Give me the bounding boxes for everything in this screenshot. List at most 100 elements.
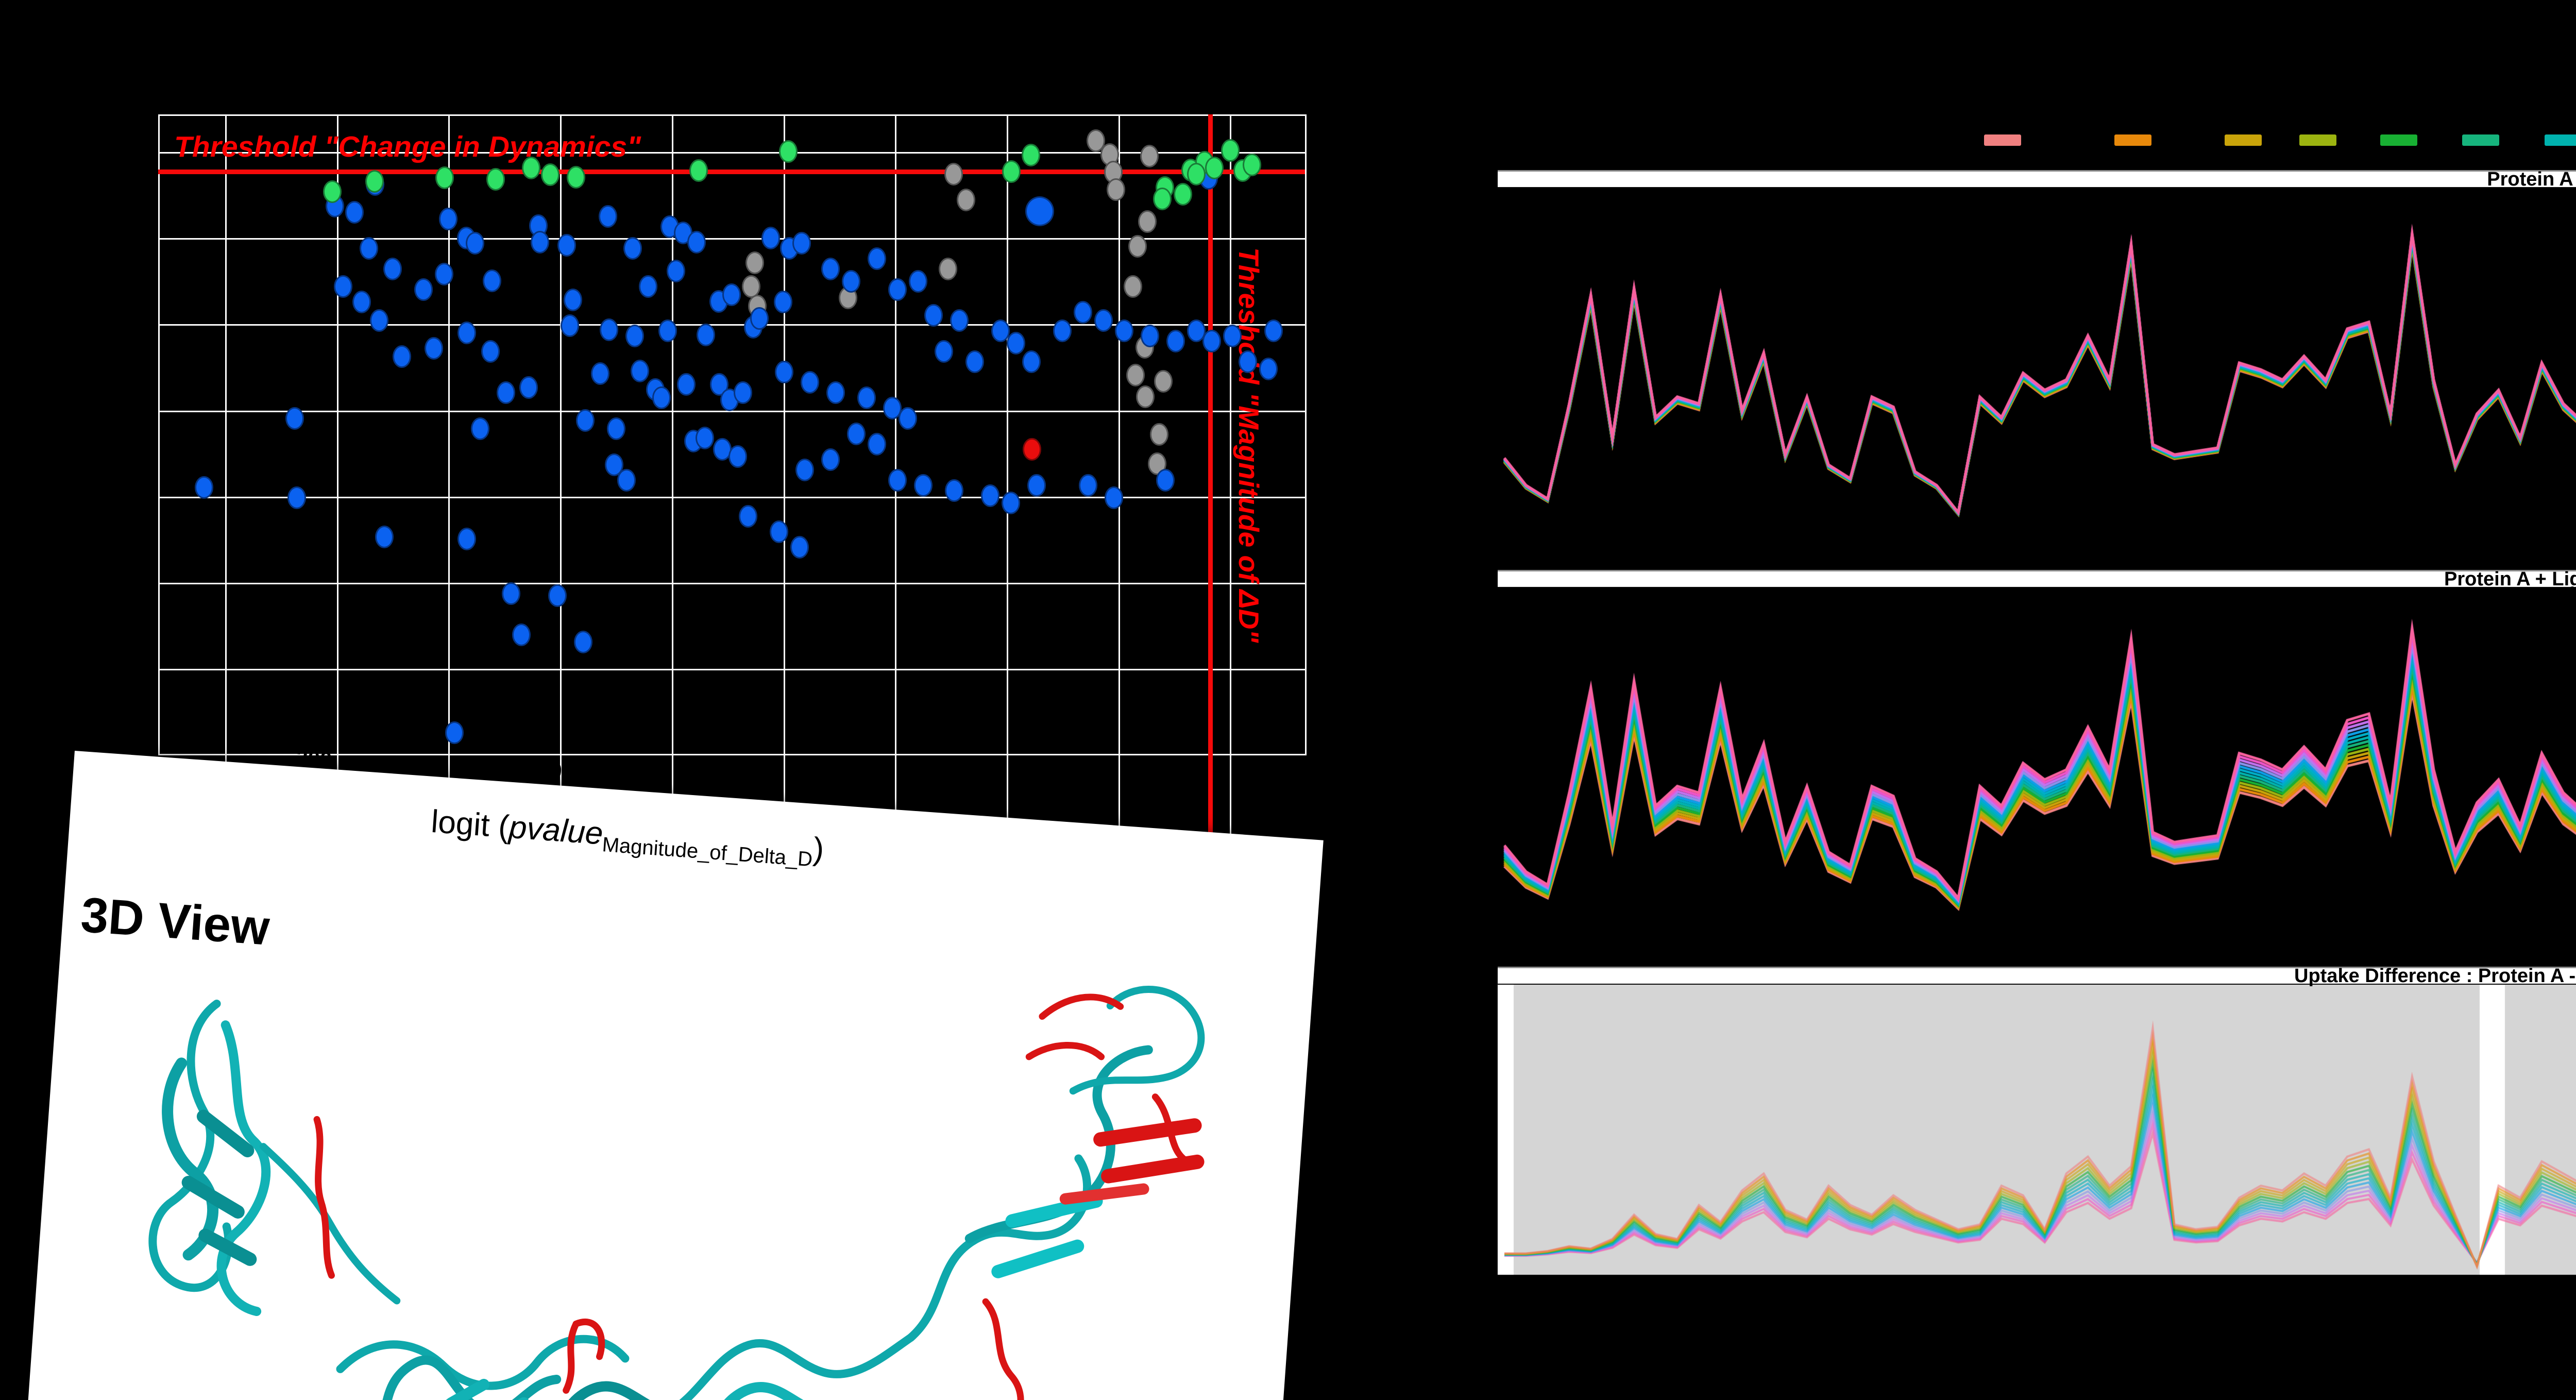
scatter-point-blue[interactable] — [1141, 325, 1159, 347]
scatter-point-gray[interactable] — [944, 163, 963, 185]
scatter-point-blue[interactable] — [557, 234, 576, 257]
scatter-point-green[interactable] — [323, 180, 342, 203]
scatter-point-blue[interactable] — [888, 469, 907, 492]
scatter-point-blue[interactable] — [696, 427, 714, 449]
scatter-point-blue[interactable] — [439, 208, 457, 230]
scatter-point-blue[interactable] — [914, 474, 933, 497]
scatter-point-gray[interactable] — [1136, 385, 1155, 408]
scatter-point-blue[interactable] — [625, 325, 644, 347]
scatter-point-blue[interactable] — [821, 258, 840, 280]
scatter-point-blue[interactable] — [1053, 319, 1072, 342]
scatter-point-blue[interactable] — [924, 304, 943, 327]
scatter-point-gray[interactable] — [1154, 370, 1173, 393]
scatter-point-blue[interactable] — [1007, 332, 1025, 355]
scatter-point-blue[interactable] — [1202, 330, 1221, 352]
scatter-point-green[interactable] — [1205, 157, 1224, 179]
scatter-point-blue[interactable] — [868, 247, 886, 270]
scatter-point-blue[interactable] — [285, 407, 304, 430]
scatter-point-green[interactable] — [1221, 139, 1240, 162]
scatter-point-blue[interactable] — [1094, 309, 1113, 332]
scatter-point-blue[interactable] — [1074, 301, 1092, 324]
scatter-point-blue[interactable] — [623, 237, 642, 260]
scatter-point-blue[interactable] — [287, 486, 306, 509]
scatter-point-gray[interactable] — [1138, 210, 1157, 233]
scatter-point-gray[interactable] — [1140, 145, 1159, 167]
scatter-point-blue[interactable] — [345, 201, 364, 224]
scatter-point-blue[interactable] — [1156, 469, 1175, 492]
scatter-point-blue[interactable] — [1187, 319, 1206, 342]
scatter-point-gray[interactable] — [1126, 364, 1145, 386]
scatter-point-blue[interactable] — [414, 278, 433, 301]
scatter-point-red[interactable] — [1023, 438, 1041, 461]
scatter-point-blue[interactable] — [576, 409, 595, 432]
scatter-point-blue[interactable] — [795, 459, 814, 481]
scatter-point-green[interactable] — [689, 159, 708, 182]
scatter-point-blue[interactable] — [687, 231, 706, 254]
scatter-point-blue[interactable] — [600, 318, 618, 341]
scatter-point-blue[interactable] — [360, 237, 378, 260]
scatter-point-blue[interactable] — [792, 232, 811, 255]
scatter-point-blue[interactable] — [1259, 358, 1278, 380]
scatter-point-blue[interactable] — [1166, 330, 1185, 352]
scatter-point-blue[interactable] — [383, 258, 402, 280]
scatter-point-green[interactable] — [435, 166, 454, 189]
scatter-point-blue[interactable] — [965, 350, 984, 373]
scatter-point-green[interactable] — [541, 163, 560, 186]
scatter-point-blue[interactable] — [658, 319, 677, 342]
scatter-point-blue[interactable] — [1079, 474, 1097, 497]
scatter-point-blue[interactable] — [652, 386, 671, 409]
scatter-point-gray[interactable] — [1124, 275, 1142, 298]
protein-ribbon-3d[interactable] — [22, 884, 1314, 1400]
scatter-point-blue[interactable] — [728, 445, 747, 468]
scatter-point-blue[interactable] — [734, 381, 752, 404]
scatter-point-gray[interactable] — [939, 258, 957, 280]
scatter-point-blue[interactable] — [483, 269, 501, 292]
scatter-point-blue[interactable] — [935, 340, 953, 363]
scatter-point-blue[interactable] — [471, 417, 489, 440]
scatter-point-blue[interactable] — [393, 345, 411, 368]
scatter-point-blue[interactable] — [502, 582, 520, 605]
scatter-point-gray[interactable] — [745, 251, 764, 274]
scatter-point-blue[interactable] — [607, 417, 625, 440]
scatter-point-blue[interactable] — [1022, 350, 1041, 373]
scatter-point-blue[interactable] — [445, 721, 464, 744]
scatter-point-blue[interactable] — [888, 278, 907, 301]
scatter-point-blue[interactable] — [847, 423, 866, 445]
scatter-point-blue[interactable] — [1002, 492, 1020, 514]
scatter-point-gray[interactable] — [1107, 178, 1125, 201]
scatter-point-blue[interactable] — [981, 484, 999, 507]
scatter-point-blue[interactable] — [1105, 486, 1123, 509]
scatter-point-blue[interactable] — [466, 232, 484, 255]
scatter-point-blue[interactable] — [677, 373, 696, 396]
scatter-point-blue[interactable] — [801, 371, 819, 394]
scatter-point-blue[interactable] — [667, 260, 685, 282]
scatter-point-blue[interactable] — [334, 275, 352, 298]
scatter-point-blue[interactable] — [774, 291, 792, 313]
scatter-point-green[interactable] — [1243, 154, 1261, 176]
scatter-point-blue[interactable] — [574, 631, 592, 653]
scatter-point-blue[interactable] — [457, 528, 476, 550]
scatter-point-blue[interactable] — [497, 381, 515, 404]
scatter-point-blue[interactable] — [352, 291, 371, 313]
scatter-point-blue[interactable] — [739, 505, 757, 528]
scatter-point-blue[interactable] — [761, 227, 780, 249]
scatter-point-blue[interactable] — [599, 205, 617, 228]
scatter-point-blue[interactable] — [591, 362, 609, 385]
scatter-point-green[interactable] — [567, 166, 585, 189]
scatter-point-blue[interactable] — [770, 520, 788, 543]
scatter-point-green[interactable] — [1187, 163, 1206, 185]
scatter-point-blue[interactable] — [857, 386, 876, 409]
scatter-point-blue[interactable] — [826, 381, 845, 404]
scatter-point-blue[interactable] — [1239, 350, 1257, 373]
scatter-point-blue[interactable] — [425, 337, 443, 360]
scatter-point-blue[interactable] — [548, 584, 567, 607]
scatter-point-blue[interactable] — [631, 360, 649, 382]
scatter-point-blue[interactable] — [1027, 474, 1046, 497]
scatter-point-blue[interactable] — [1223, 325, 1242, 347]
scatter-point-gray[interactable] — [957, 189, 975, 211]
3d-view-card[interactable]: 3D View logit (pvalueMagnitude_of_Delta_… — [22, 751, 1324, 1400]
scatter-point-blue[interactable] — [435, 263, 453, 285]
scatter-point-green[interactable] — [1174, 183, 1192, 206]
scatter-point-blue[interactable] — [950, 309, 969, 332]
scatter-point-gray[interactable] — [1150, 423, 1168, 446]
